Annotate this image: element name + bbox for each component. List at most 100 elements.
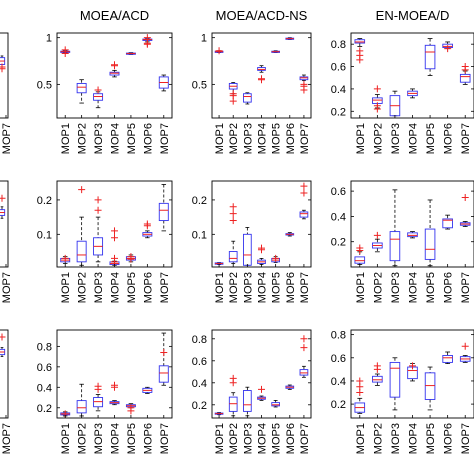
x-tick-label: MOP7 (159, 423, 171, 454)
y-tick-label: 0.8 (331, 39, 346, 51)
panel-r2-c1: 0.8 0.6 0.4 0.2 MOP1 MOP2 MOP3 MOP4 MOP5 MOP6 MOP7 (37, 329, 173, 454)
box-MOP7 (459, 193, 471, 227)
outlier-marker (258, 75, 265, 83)
x-tick-label: MOP4 (110, 272, 122, 303)
box-MOP4 (109, 381, 120, 406)
box-MOP2 (76, 79, 87, 104)
box-MOP7 (299, 74, 309, 94)
x-tick-label: MOP2 (228, 272, 240, 303)
box-MOP1 (214, 47, 224, 55)
box-MOP2 (228, 203, 238, 264)
outlier-marker (229, 90, 237, 98)
x-tick-label: MOP3 (93, 272, 105, 303)
outlier-marker (229, 203, 237, 211)
y-tick-label: 0.2 (331, 106, 346, 118)
box-MOP6 (285, 384, 295, 390)
panel-title: MOEA/ACD-NS (216, 8, 308, 23)
x-tick-label: MOP1 (355, 272, 367, 303)
x-tick-label: MOP1 (60, 123, 72, 154)
box-MOP7 (158, 184, 169, 232)
outlier-marker (409, 362, 416, 370)
x-tick-label: MOP3 (242, 123, 254, 154)
y-tick-label: 0.2 (331, 237, 346, 249)
outlier-marker (300, 182, 308, 190)
box-MOP6 (142, 34, 153, 48)
x-tick-label: MOP7 (159, 123, 171, 154)
axes-frame (211, 180, 312, 268)
box-iqr (76, 240, 87, 263)
panel-r2-c2: 0.8 0.6 0.4 0.2 MOP1 MOP2 MOP3 MOP4 MOP5 MOP6 MOP7 (192, 329, 312, 454)
outlier-marker (229, 374, 237, 382)
outlier-marker (272, 254, 280, 262)
box-MOP1 (354, 244, 366, 265)
panel-r2-c0: MOP7 (0, 329, 13, 454)
box-MOP1 (60, 46, 71, 58)
x-tick-label: MOP3 (390, 423, 402, 454)
outlier-marker (160, 349, 168, 357)
box-MOP2 (372, 85, 383, 113)
box-iqr (354, 39, 366, 44)
box-MOP3 (93, 382, 104, 412)
x-tick-label: MOP3 (390, 272, 402, 303)
box-MOP3 (243, 386, 252, 417)
y-tick-label: 0.6 (331, 186, 346, 198)
box-MOP4 (257, 244, 266, 265)
y-tick-label: 0.6 (37, 362, 52, 374)
y-tick-label: 0.6 (331, 62, 346, 74)
panel-r1-c2: 0.2 0.1 MOP1 MOP2 MOP3 MOP4 MOP5 MOP6 MOP7 (192, 180, 312, 303)
x-tick-label: MOP6 (443, 123, 455, 154)
box-iqr (424, 228, 436, 260)
x-tick-label: MOP3 (390, 123, 402, 154)
axes-frame (0, 32, 9, 119)
outlier-marker (461, 193, 469, 201)
x-tick-label: MOP2 (372, 123, 384, 154)
x-tick-label: MOP4 (110, 123, 122, 154)
y-tick-label: 0.4 (37, 382, 52, 394)
panel-r0-c2: MOEA/ACD-NS 1 0.5 MOP1 MOP2 MOP3 MOP4 MOP5 MOP6 M… (192, 8, 312, 154)
x-tick-label: MOP2 (77, 272, 89, 303)
x-tick-label: MOP2 (372, 423, 384, 454)
outlier-marker (61, 254, 69, 262)
x-tick-label: MOP6 (285, 272, 297, 303)
axes-frame (350, 329, 474, 419)
outlier-marker (444, 45, 452, 53)
box-iqr (372, 375, 383, 383)
box-iqr (407, 232, 418, 238)
box-MOP4 (109, 227, 120, 266)
y-tick-label: 0.2 (37, 403, 52, 415)
box-iqr (93, 397, 104, 408)
x-tick-label: MOP4 (408, 272, 420, 303)
box-iqr (299, 211, 309, 218)
box-iqr (389, 361, 401, 398)
box-MOP5 (271, 50, 280, 54)
box-MOP2 (228, 374, 238, 417)
y-tick-label: 0.2 (192, 400, 207, 412)
box-iqr (389, 231, 401, 262)
outlier-marker (94, 382, 102, 390)
box-iqr (243, 390, 252, 412)
x-tick-label: MOP1 (355, 423, 367, 454)
box-iqr (228, 396, 238, 412)
box-MOP2 (228, 82, 238, 105)
outlier-marker (461, 63, 469, 71)
x-tick-label: MOP6 (142, 123, 154, 154)
x-tick-label: MOP3 (93, 423, 105, 454)
outlier-marker (0, 194, 6, 202)
box-MOP4 (407, 88, 418, 99)
box-MOP5 (271, 254, 280, 263)
box-iqr (299, 369, 309, 376)
x-tick-label: MOP2 (228, 423, 240, 454)
box-MOP4 (407, 362, 418, 382)
x-tick-label: MOP1 (214, 123, 226, 154)
x-tick-label: MOP5 (271, 272, 283, 303)
y-tick-label: 0.1 (192, 229, 207, 241)
y-tick-label: 0.5 (192, 79, 207, 91)
box-MOP7 (299, 182, 309, 220)
box-MOP6 (442, 41, 453, 53)
box-iqr (424, 372, 436, 400)
x-tick-label: MOP4 (257, 272, 269, 303)
outlier-marker (111, 381, 118, 389)
outlier-marker (94, 206, 102, 214)
x-tick-label: MOP4 (408, 423, 420, 454)
y-tick-label: 1 (46, 33, 52, 45)
